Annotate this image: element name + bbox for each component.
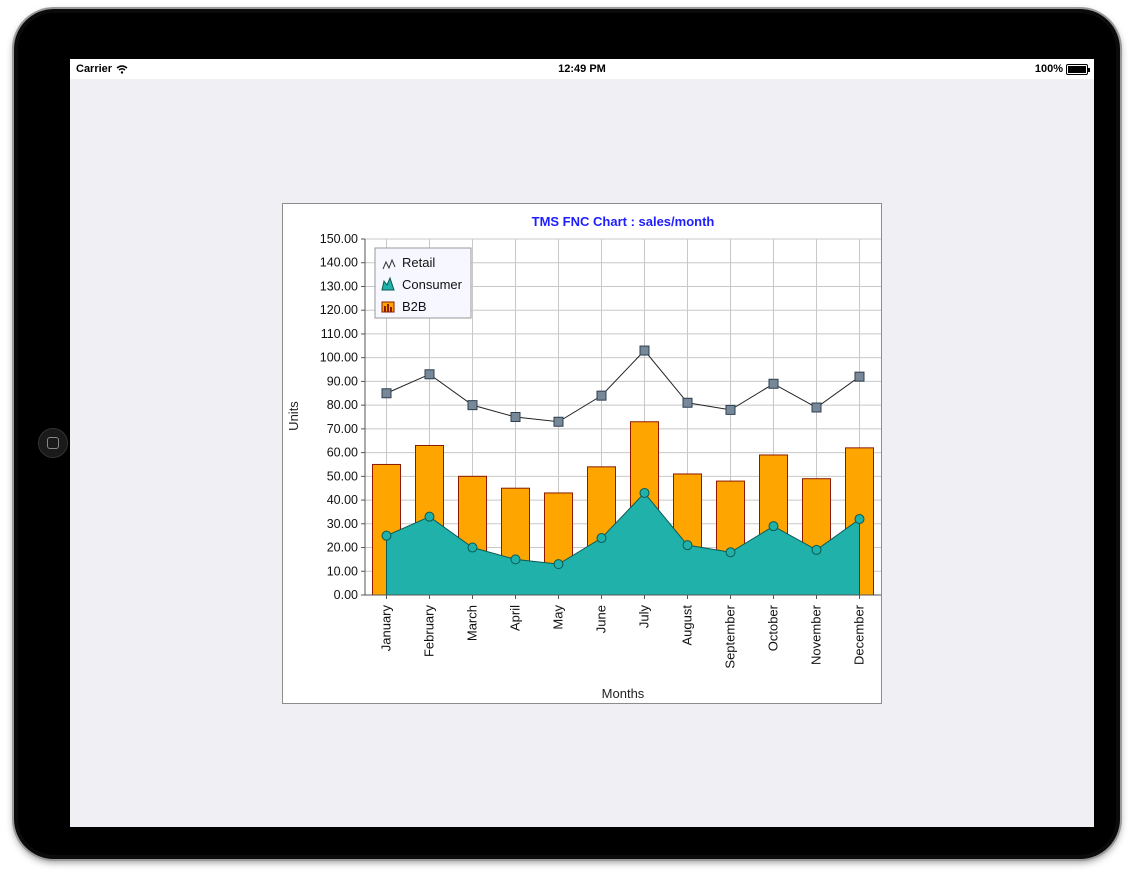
carrier-group: Carrier — [76, 63, 128, 75]
point-consumer — [596, 533, 607, 544]
point-consumer — [381, 530, 392, 541]
area-consumer — [386, 492, 860, 596]
legend-line-icon — [382, 258, 396, 270]
point-consumer — [811, 544, 822, 555]
home-square-icon — [47, 437, 59, 449]
y-tick-label: 20.00 — [327, 541, 358, 555]
point-retail — [424, 369, 435, 380]
point-consumer — [682, 540, 693, 551]
point-consumer — [467, 542, 478, 553]
y-tick-label: 60.00 — [327, 446, 358, 460]
chart-legend: Retail Consumer B2B — [374, 247, 472, 319]
x-tick-label: October — [766, 604, 781, 651]
x-tick-label: November — [809, 604, 824, 665]
point-retail — [510, 412, 521, 422]
legend-label-consumer: Consumer — [402, 277, 463, 292]
point-retail — [811, 402, 822, 413]
point-retail — [682, 397, 693, 408]
y-tick-label: 40.00 — [327, 493, 358, 507]
x-axis-label: Months — [602, 686, 645, 701]
y-tick-label: 100.00 — [320, 351, 358, 365]
y-axis-label: Units — [286, 401, 301, 431]
x-tick-label: August — [680, 605, 695, 646]
point-retail — [381, 388, 392, 399]
chart-title: TMS FNC Chart : sales/month — [532, 214, 715, 229]
point-consumer — [725, 547, 736, 558]
x-tick-label: May — [551, 605, 566, 630]
battery-icon — [1066, 63, 1090, 75]
point-retail — [854, 371, 865, 382]
legend-label-b2b: B2B — [402, 299, 427, 314]
y-tick-label: 140.00 — [320, 256, 358, 270]
point-retail — [639, 345, 650, 356]
y-tick-label: 10.00 — [327, 564, 358, 578]
point-consumer — [854, 514, 865, 525]
status-bar: Carrier 12:49 PM 100% — [70, 59, 1094, 79]
point-consumer — [768, 521, 779, 532]
point-consumer — [424, 511, 435, 522]
legend-item-retail: Retail — [382, 255, 435, 270]
y-tick-label: 50.00 — [327, 469, 358, 483]
y-tick-label: 30.00 — [327, 517, 358, 531]
point-consumer — [639, 487, 650, 498]
legend-area-icon — [381, 276, 395, 291]
carrier-label: Carrier — [76, 63, 113, 75]
y-tick-label: 150.00 — [320, 232, 358, 246]
y-tick-label: 110.00 — [321, 327, 358, 341]
x-tick-label: June — [594, 605, 609, 633]
chart-svg: 0.00 10.00 20.00 30.00 40.00 50.00 60.00 70.00 8… — [286, 214, 881, 701]
y-tick-label: 0.00 — [334, 588, 358, 602]
x-tick-label: January — [379, 605, 394, 652]
point-consumer — [510, 554, 521, 565]
x-tick-label: December — [852, 604, 867, 665]
y-tick-label: 80.00 — [327, 398, 358, 412]
chart-container: 0.00 10.00 20.00 30.00 40.00 50.00 60.00 70.00 8… — [282, 203, 882, 704]
point-retail — [596, 390, 607, 401]
legend-item-b2b: B2B — [381, 299, 427, 314]
x-tick-label: July — [637, 605, 652, 629]
legend-bar-icon — [381, 301, 395, 313]
x-tick-label: February — [422, 605, 437, 658]
wifi-icon — [116, 64, 128, 74]
y-tick-label: 90.00 — [327, 374, 358, 388]
y-tick-label: 70.00 — [327, 422, 358, 436]
home-button[interactable] — [38, 428, 68, 458]
status-time: 12:49 PM — [558, 63, 606, 75]
tablet-frame: Carrier 12:49 PM 100% 0.00 10.00 20.00 30.0… — [14, 9, 1120, 859]
x-tick-label: March — [465, 605, 480, 641]
point-retail — [725, 404, 736, 415]
x-tick-label: September — [723, 604, 738, 668]
y-tick-label: 120.00 — [320, 303, 358, 317]
point-retail — [768, 378, 779, 389]
x-tick-label: April — [508, 605, 523, 631]
battery-group: 100% — [1034, 63, 1090, 75]
legend-item-consumer: Consumer — [381, 276, 463, 292]
point-consumer — [553, 559, 564, 570]
screen: Carrier 12:49 PM 100% 0.00 10.00 20.00 30.0… — [70, 59, 1094, 827]
point-retail — [467, 400, 478, 411]
line-retail — [386, 349, 860, 423]
point-retail — [553, 416, 564, 427]
legend-label-retail: Retail — [402, 255, 435, 270]
y-tick-label: 130.00 — [320, 279, 358, 293]
battery-percent: 100% — [1034, 63, 1063, 75]
